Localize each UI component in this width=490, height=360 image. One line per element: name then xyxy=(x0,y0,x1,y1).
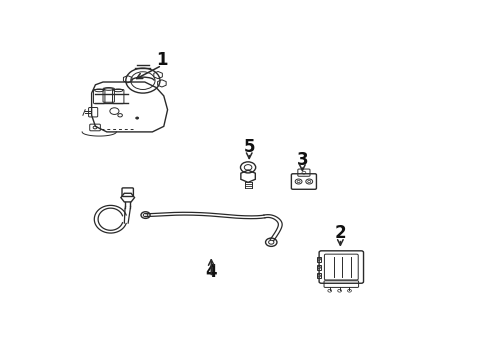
Text: 2: 2 xyxy=(335,224,346,242)
Text: 3: 3 xyxy=(296,150,308,168)
Bar xyxy=(317,265,321,270)
Bar xyxy=(317,273,321,278)
Text: 4: 4 xyxy=(205,263,217,281)
Text: 1: 1 xyxy=(156,51,168,69)
Bar xyxy=(317,257,321,262)
Circle shape xyxy=(136,117,139,119)
Text: 5: 5 xyxy=(244,138,255,156)
